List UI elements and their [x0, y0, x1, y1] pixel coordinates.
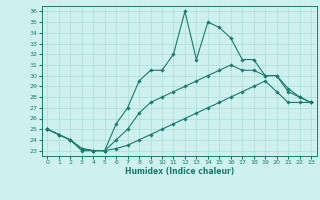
- X-axis label: Humidex (Indice chaleur): Humidex (Indice chaleur): [124, 167, 234, 176]
